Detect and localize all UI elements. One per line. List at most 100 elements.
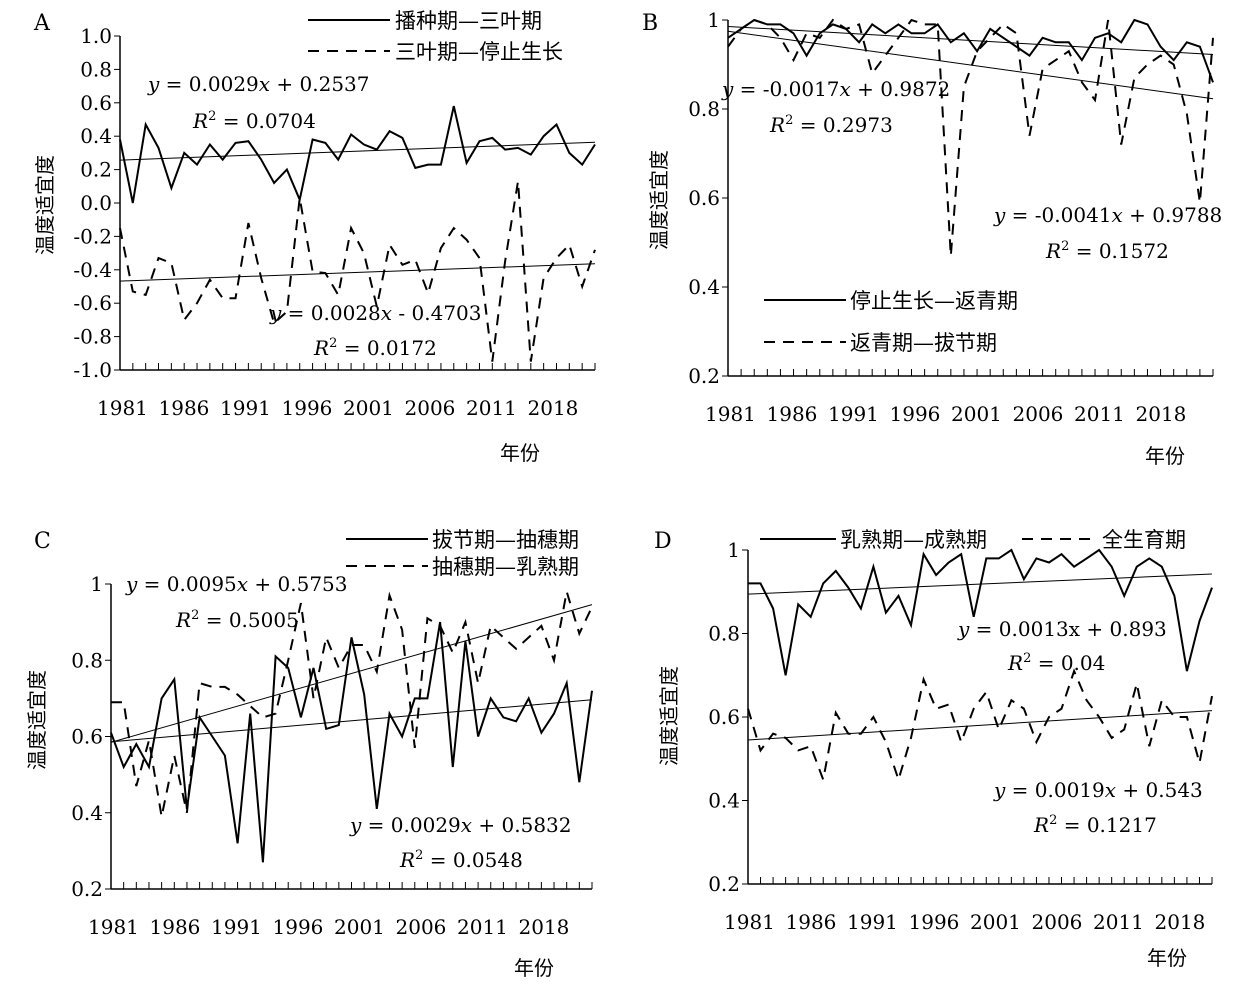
y-tick-label: 0.4 [688, 275, 720, 299]
trend-equation: y = -0.0017x + 0.9872 [721, 77, 950, 101]
r-squared: R2 = 0.5005 [175, 608, 299, 632]
y-tick-label: 0.4 [708, 789, 740, 813]
x-tick-label: 1986 [150, 915, 201, 939]
y-tick-label: 0.8 [688, 97, 720, 121]
y-tick-label: 0.6 [71, 725, 103, 749]
r-squared: R2 = 0.0548 [399, 848, 523, 872]
legend-label: 返青期—拔节期 [850, 331, 997, 355]
y-tick-label: 1 [727, 538, 740, 562]
y-axis-label: 温度适宜度 [657, 666, 681, 766]
x-tick-label: 2018 [519, 915, 570, 939]
trend-line-1 [119, 141, 596, 161]
y-tick-label: 1 [90, 572, 103, 596]
panel-c: C 温度适宜度 拔节期—抽穗期 抽穗期—乳熟期 y = 0.0095x + 0.… [25, 528, 593, 980]
y-tick-label: -0.4 [73, 258, 112, 282]
x-tick-label: 1986 [786, 910, 837, 934]
r-squared: R2 = 0.2973 [769, 113, 893, 137]
y-tick-label: 0.4 [80, 124, 112, 148]
r-squared: R2 = 0.1572 [1045, 239, 1169, 263]
x-tick-label: 2018 [1136, 402, 1187, 426]
x-tick-label: 1996 [890, 402, 941, 426]
r-squared: R2 = 0.1217 [1033, 813, 1157, 837]
x-tick-label: 1986 [159, 396, 210, 420]
x-tick-label: 1996 [282, 396, 333, 420]
legend-label: 三叶期—停止生长 [395, 40, 563, 64]
legend: 播种期—三叶期 三叶期—停止生长 [308, 9, 563, 64]
panel-a: A 温度适宜度 播种期—三叶期 三叶期—停止生长 y = 0.0029x + 0… [33, 9, 596, 465]
series-line-2 [747, 668, 1213, 784]
x-tick-label: 1991 [847, 910, 898, 934]
x-tick-label: 1996 [273, 915, 324, 939]
y-tick-label: 0.6 [708, 705, 740, 729]
trend-equation: y = 0.0013x + 0.893 [957, 617, 1167, 641]
x-axis-label: 年份 [500, 441, 540, 465]
x-tick-label: 2001 [970, 910, 1021, 934]
x-tick-label: 2011 [466, 396, 517, 420]
trend-line-1 [110, 699, 593, 743]
x-axis-label: 年份 [1147, 946, 1187, 970]
r-squared: R2 = 0.0704 [192, 109, 316, 133]
y-tick-label: 1 [707, 8, 720, 32]
x-axis-label: 年份 [1145, 444, 1185, 468]
y-axis-label: 温度适宜度 [33, 155, 57, 255]
trend-line-2 [110, 604, 593, 743]
panel-letter: C [34, 529, 51, 554]
x-tick-label: 2001 [343, 396, 394, 420]
x-tick-label: 1981 [724, 910, 775, 934]
y-axis-label: 温度适宜度 [647, 150, 671, 250]
legend-label: 停止生长—返青期 [850, 289, 1018, 313]
series-line-1 [727, 18, 1214, 83]
x-tick-label: 2001 [951, 402, 1002, 426]
series-line-1 [110, 621, 593, 863]
x-tick-label: 2001 [334, 915, 385, 939]
y-tick-label: 0.2 [688, 364, 720, 388]
legend-label: 乳熟期—成熟期 [840, 528, 987, 552]
y-tick-label: -1.0 [73, 358, 112, 382]
trend-equation: y = 0.0019x + 0.543 [993, 778, 1203, 802]
x-tick-label: 2006 [1013, 402, 1064, 426]
x-tick-label: 1981 [88, 915, 139, 939]
y-tick-label: 0.2 [708, 872, 740, 896]
y-tick-label: 0.8 [708, 622, 740, 646]
y-tick-label: 0.0 [80, 191, 112, 215]
y-tick-label: 0.4 [71, 801, 103, 825]
x-tick-label: 1996 [909, 910, 960, 934]
panel-letter: B [642, 11, 658, 36]
trend-line-2 [727, 30, 1214, 100]
x-tick-label: 2018 [528, 396, 579, 420]
y-tick-label: 0.8 [71, 648, 103, 672]
trend-line-1 [747, 573, 1213, 595]
legend-label: 抽穗期—乳熟期 [432, 555, 579, 579]
panel-d: D 温度适宜度 乳熟期—成熟期 全生育期 y = 0.0013x + 0.893… [654, 528, 1213, 970]
x-tick-label: 1981 [705, 402, 756, 426]
y-tick-label: 0.6 [688, 186, 720, 210]
x-tick-label: 2011 [457, 915, 508, 939]
x-tick-label: 1991 [220, 396, 271, 420]
trend-equation: y = 0.0029x + 0.2537 [147, 72, 370, 96]
trend-line-1 [727, 25, 1214, 55]
x-tick-label: 2006 [396, 915, 447, 939]
trend-equation: y = -0.0041x + 0.9788 [993, 203, 1222, 227]
series-line-2 [119, 181, 596, 362]
trend-equation: y = 0.0095x + 0.5753 [125, 572, 348, 596]
series-line-1 [119, 105, 596, 204]
x-tick-label: 2018 [1155, 910, 1206, 934]
x-tick-label: 2006 [1032, 910, 1083, 934]
legend: 停止生长—返青期 返青期—拔节期 [764, 289, 1018, 355]
legend-label: 全生育期 [1102, 528, 1186, 552]
legend: 乳熟期—成熟期 全生育期 [760, 528, 1186, 552]
trend-line-2 [119, 263, 596, 282]
y-axis-label: 温度适宜度 [25, 670, 49, 770]
y-tick-label: 0.2 [71, 877, 103, 901]
legend-label: 播种期—三叶期 [395, 9, 542, 33]
y-tick-label: 0.2 [80, 158, 112, 182]
x-tick-label: 1986 [767, 402, 818, 426]
x-tick-label: 1991 [211, 915, 262, 939]
x-tick-label: 2006 [405, 396, 456, 420]
series-line-2 [727, 18, 1214, 256]
x-axis-label: 年份 [514, 956, 554, 980]
y-tick-label: -0.2 [73, 224, 112, 248]
x-tick-label: 2011 [1093, 910, 1144, 934]
legend-label: 拔节期—抽穗期 [432, 528, 579, 552]
